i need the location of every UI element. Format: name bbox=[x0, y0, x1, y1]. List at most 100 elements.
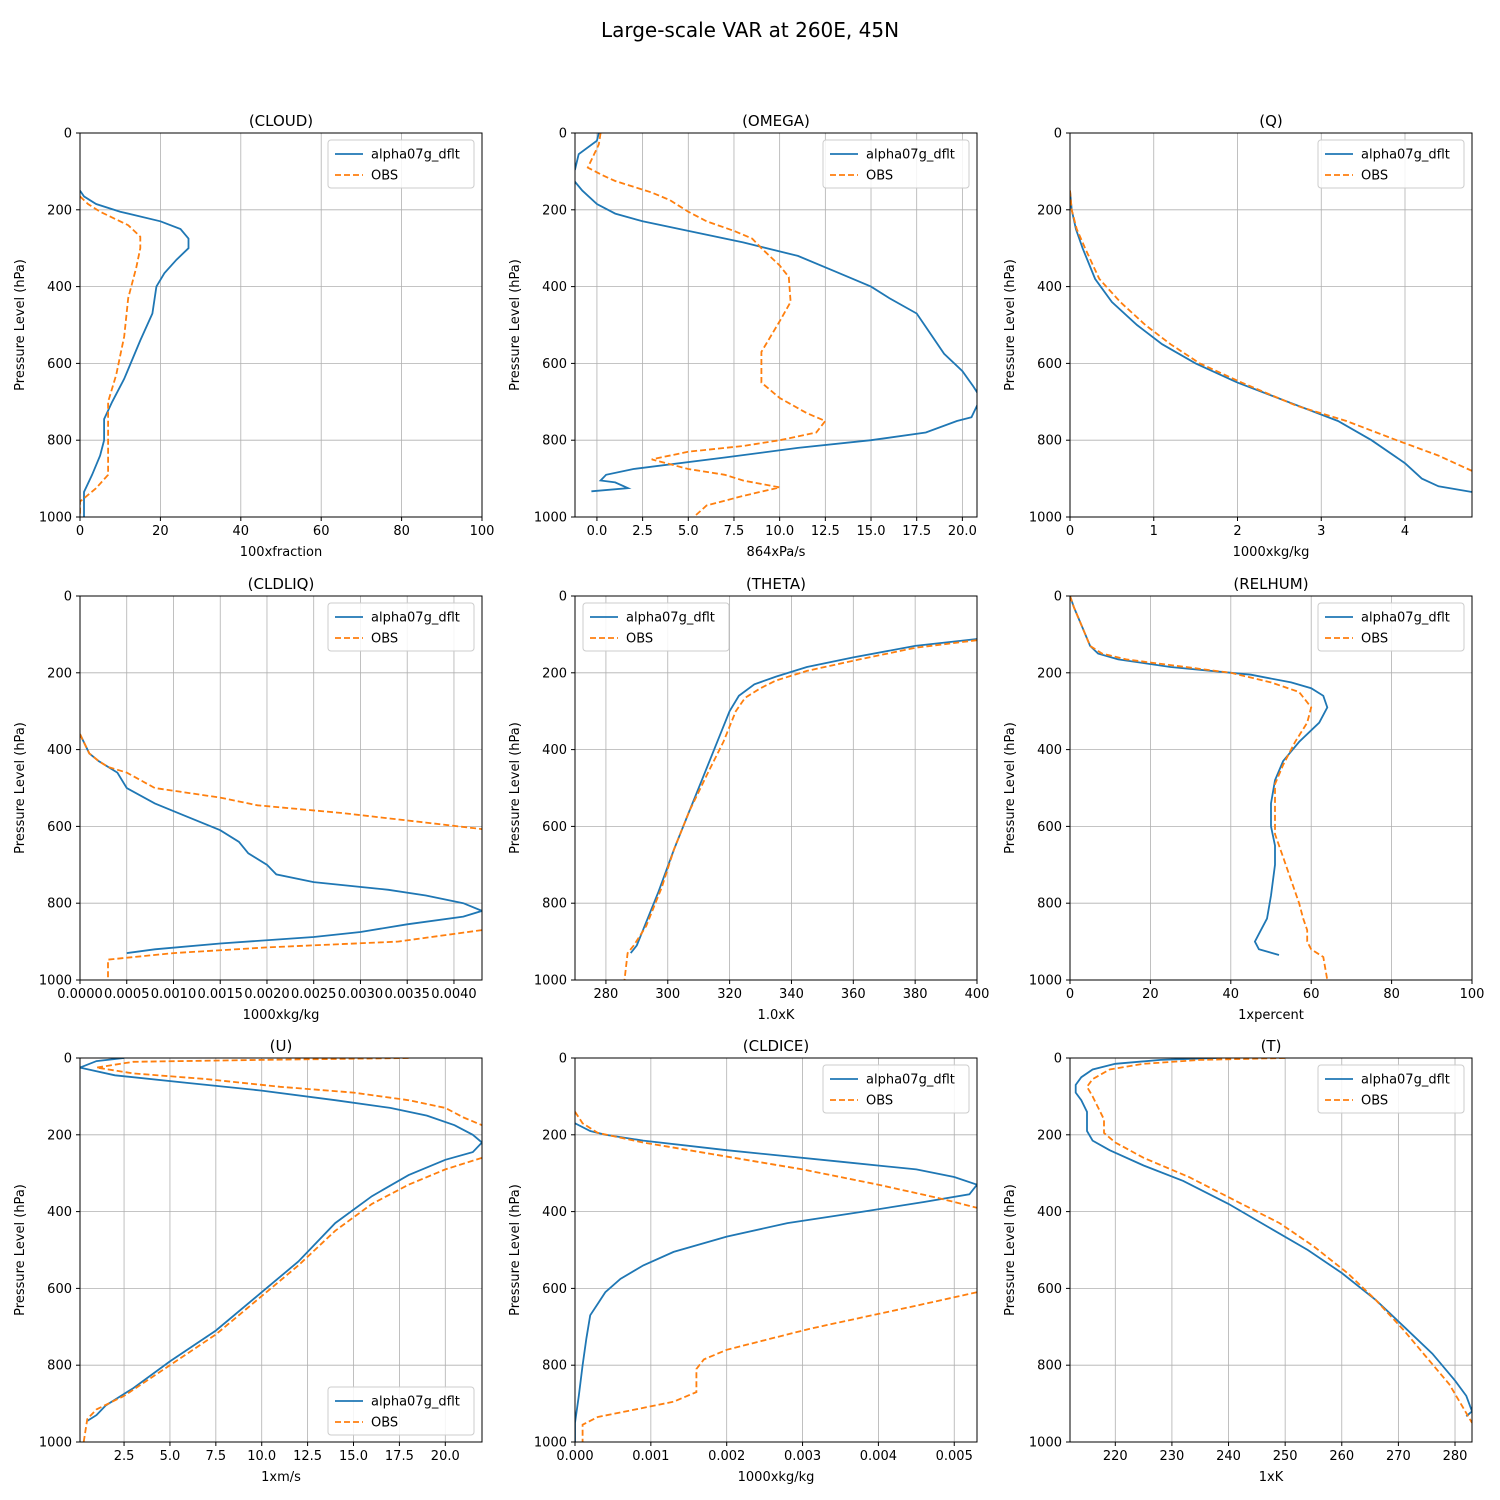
subplot-0: 0 20 40 60 80 10002004006008001000(CLOUD)100x… bbox=[13, 112, 494, 560]
axes-frame bbox=[79, 595, 483, 981]
x-tick-label: 300 bbox=[655, 987, 680, 1002]
subplot-title: (THETA) bbox=[746, 575, 806, 593]
y-tick-label: 800 bbox=[47, 897, 72, 912]
x-tick-label: 100 bbox=[1460, 987, 1485, 1002]
legend-label: alpha07g_dflt bbox=[1361, 1073, 1450, 1088]
y-tick-label: 400 bbox=[1037, 280, 1062, 295]
subplot-title: (U) bbox=[270, 1037, 293, 1055]
x-tick-label: 2.5 bbox=[114, 1449, 135, 1464]
subplot-title: (CLDICE) bbox=[743, 1037, 809, 1055]
legend: alpha07g_dflt OBS bbox=[1317, 602, 1465, 652]
subplot-8: 220 230 240 250 260 270 280 0 200 400 600 800 1000 (T… bbox=[1003, 1037, 1473, 1485]
y-tick-label: 400 bbox=[542, 1205, 567, 1220]
legend: alpha07g_dflt OBS bbox=[582, 602, 730, 652]
series-group bbox=[80, 1058, 482, 1442]
legend-box bbox=[822, 1064, 970, 1114]
y-tick-label: 800 bbox=[542, 897, 567, 912]
x-axis-label: 1.0xK bbox=[758, 1008, 795, 1023]
legend-label: OBS bbox=[1361, 169, 1388, 184]
x-tick-label: 380 bbox=[903, 987, 928, 1002]
x-axis-label: 1xm/s bbox=[261, 1470, 301, 1485]
series-group bbox=[80, 733, 482, 980]
model-line bbox=[80, 190, 190, 517]
y-tick-label: 0 bbox=[559, 127, 567, 142]
x-tick-label: 3 bbox=[1317, 524, 1325, 539]
y-tick-label: 400 bbox=[1037, 743, 1062, 758]
axes-frame bbox=[574, 595, 978, 981]
legend-label: OBS bbox=[866, 1094, 893, 1109]
legend: alpha07g_dflt OBS bbox=[327, 602, 475, 652]
x-tick-label: 10.0 bbox=[247, 1449, 276, 1464]
legend-box bbox=[1317, 1064, 1465, 1114]
series-group bbox=[623, 638, 977, 980]
x-tick-label: 340 bbox=[779, 987, 804, 1002]
subplot-7: 0.000 0.001 0.002 0.003 0.004 0.005 0 200 400 600… bbox=[508, 1037, 978, 1485]
y-tick-label: 0 bbox=[1054, 1052, 1062, 1067]
legend-label: alpha07g_dflt bbox=[866, 1073, 955, 1088]
obs-line bbox=[107, 929, 482, 980]
y-tick-label: 0 bbox=[559, 1052, 567, 1067]
obs-line bbox=[96, 1058, 482, 1127]
x-tick-label: 0.001 bbox=[632, 1449, 669, 1464]
x-tick-label: 20.0 bbox=[948, 524, 977, 539]
y-tick-label: 0 bbox=[1054, 127, 1062, 142]
x-tick-label: 360 bbox=[841, 987, 866, 1002]
subplot-title: (CLOUD) bbox=[249, 112, 313, 130]
y-axis-label: Pressure Level (hPa) bbox=[13, 722, 28, 854]
obs-line bbox=[623, 639, 977, 980]
x-tick-label: 0.0 bbox=[587, 524, 608, 539]
legend-box bbox=[327, 139, 475, 189]
series-group bbox=[1070, 596, 1329, 980]
x-axis-label: 100xfraction bbox=[240, 545, 322, 560]
obs-line bbox=[575, 1111, 977, 1209]
x-tick-label: 400 bbox=[965, 987, 990, 1002]
y-tick-label: 600 bbox=[1037, 1282, 1062, 1297]
y-tick-label: 400 bbox=[542, 743, 567, 758]
y-tick-label: 800 bbox=[1037, 897, 1062, 912]
x-tick-label: 1 bbox=[1150, 524, 1158, 539]
x-tick-label: 15.0 bbox=[857, 524, 886, 539]
model-line bbox=[629, 638, 977, 954]
x-tick-label: 0.0015 bbox=[197, 987, 243, 1002]
subplot-4: 280 300 320 340 360 380 400 0 200 400 600 800 1000 (T… bbox=[508, 575, 989, 1023]
subplot-title: (RELHUM) bbox=[1233, 575, 1308, 593]
legend-label: alpha07g_dflt bbox=[1361, 611, 1450, 626]
y-tick-label: 0 bbox=[1054, 590, 1062, 605]
y-tick-label: 1000 bbox=[534, 511, 567, 526]
x-tick-label: 2 bbox=[1233, 524, 1241, 539]
x-tick-label: 0.0025 bbox=[291, 987, 337, 1002]
y-tick-label: 200 bbox=[542, 203, 567, 218]
x-tick-label: 230 bbox=[1160, 1449, 1185, 1464]
series-group bbox=[1070, 190, 1472, 493]
y-tick-label: 0 bbox=[64, 1052, 72, 1067]
y-tick-label: 1000 bbox=[1029, 511, 1062, 526]
x-axis-label: 1000xkg/kg bbox=[738, 1470, 815, 1485]
subplot-3: 0.0000 0.0005 0.0010 0.0015 0.0020 0.0025 0.00… bbox=[13, 575, 483, 1023]
y-tick-label: 600 bbox=[47, 1282, 72, 1297]
x-tick-label: 17.5 bbox=[385, 1449, 414, 1464]
x-axis-label: 1xK bbox=[1259, 1470, 1284, 1485]
subplot-title: (Q) bbox=[1259, 112, 1283, 130]
legend-box bbox=[822, 139, 970, 189]
x-tick-label: 0.0040 bbox=[431, 987, 477, 1002]
x-tick-label: 0.003 bbox=[784, 1449, 821, 1464]
y-tick-label: 600 bbox=[47, 820, 72, 835]
y-tick-label: 600 bbox=[542, 357, 567, 372]
x-axis-label: 1000xkg/kg bbox=[243, 1008, 320, 1023]
legend-box bbox=[1317, 602, 1465, 652]
legend-box bbox=[1317, 139, 1465, 189]
x-tick-label: 0.0035 bbox=[384, 987, 430, 1002]
x-tick-label: 100 bbox=[470, 524, 495, 539]
model-line bbox=[1070, 596, 1329, 956]
x-tick-label: 220 bbox=[1103, 1449, 1128, 1464]
axes-frame bbox=[79, 1057, 483, 1443]
legend-label: OBS bbox=[371, 632, 398, 647]
y-axis-label: Pressure Level (hPa) bbox=[1003, 722, 1018, 854]
y-tick-label: 1000 bbox=[1029, 1436, 1062, 1451]
axes-frame bbox=[1069, 132, 1473, 518]
y-tick-label: 600 bbox=[542, 1282, 567, 1297]
x-tick-label: 0.0000 bbox=[57, 987, 103, 1002]
legend: alpha07g_dflt OBS bbox=[822, 139, 970, 189]
x-tick-label: 12.5 bbox=[811, 524, 840, 539]
